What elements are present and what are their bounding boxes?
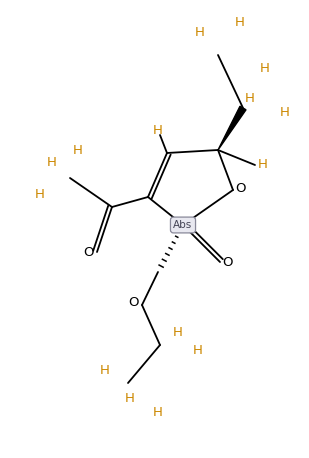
Text: H: H: [153, 405, 163, 419]
Text: H: H: [258, 158, 268, 171]
Text: H: H: [245, 92, 255, 104]
Text: O: O: [236, 181, 246, 195]
Text: H: H: [73, 143, 83, 157]
Text: H: H: [235, 16, 245, 28]
Text: H: H: [153, 125, 163, 137]
Text: H: H: [173, 327, 183, 339]
Text: H: H: [260, 61, 270, 75]
Text: O: O: [129, 296, 139, 310]
Text: H: H: [125, 392, 135, 404]
Text: H: H: [193, 344, 203, 356]
Text: H: H: [195, 26, 205, 38]
Text: Abs: Abs: [173, 220, 193, 230]
Text: O: O: [84, 245, 94, 258]
Text: H: H: [100, 364, 110, 376]
Text: H: H: [280, 105, 290, 119]
Text: O: O: [223, 256, 233, 268]
Text: H: H: [35, 189, 45, 202]
Text: H: H: [47, 157, 57, 169]
Polygon shape: [218, 106, 246, 150]
